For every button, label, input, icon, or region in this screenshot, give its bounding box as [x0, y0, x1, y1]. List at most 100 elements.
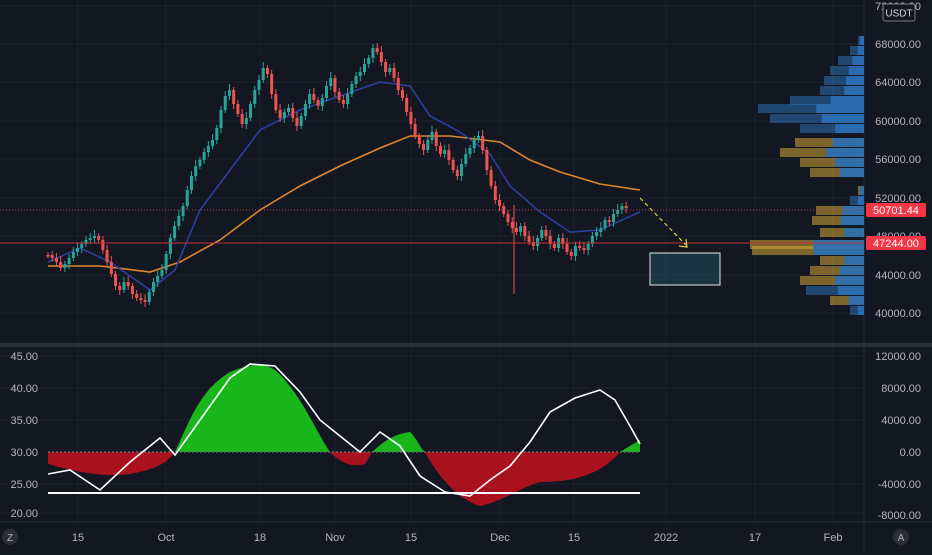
candle-body	[211, 140, 215, 146]
candle-body	[489, 170, 493, 186]
volume-profile-bar-core	[837, 286, 864, 295]
candle-body	[265, 68, 269, 74]
candle-body	[603, 220, 607, 228]
candle-body	[63, 264, 67, 268]
oscillator-right-axis-label: 0.00	[900, 447, 921, 459]
candle-body	[232, 90, 236, 104]
volume-profile-bar-down	[750, 240, 864, 249]
volume-profile-bar-core	[852, 56, 864, 65]
volume-profile-bar-up	[824, 76, 864, 85]
candle-body	[506, 214, 510, 222]
candle-body	[481, 136, 485, 150]
candle-body	[388, 68, 392, 72]
volume-profile-bar-core	[821, 114, 864, 123]
candle-body	[434, 132, 438, 146]
candle-body	[71, 252, 75, 258]
candle-body	[329, 78, 333, 86]
candle-body	[590, 236, 594, 244]
candle-body	[160, 270, 164, 276]
candle-body	[493, 186, 497, 200]
candle-body	[122, 282, 126, 290]
time-axis-label: Nov	[325, 532, 345, 544]
candle-body	[472, 140, 476, 148]
candle-body	[447, 150, 451, 160]
auto-scale-button[interactable]: A	[893, 529, 909, 545]
candle-body	[274, 94, 278, 110]
candle-body	[118, 286, 122, 290]
candle-body	[54, 258, 58, 262]
time-axis-label: 15	[405, 532, 417, 544]
candle-body	[253, 90, 257, 104]
timezone-button-label: Z	[7, 533, 13, 544]
last-price-badge-text: 50701.44	[873, 205, 919, 217]
candle-body	[105, 250, 109, 262]
candle-body	[552, 244, 556, 248]
target-zone-rectangle[interactable]	[649, 252, 721, 286]
candle-body	[514, 228, 518, 232]
ema-fast-line	[47, 81, 641, 291]
volume-profile-bar-core	[848, 296, 864, 305]
candle-body	[354, 76, 358, 84]
candle-body	[578, 246, 582, 248]
currency-button[interactable]: USDT	[882, 3, 916, 22]
candle-body	[536, 238, 540, 246]
time-axis-label: 2022	[654, 532, 678, 544]
volume-profile-bar-up	[838, 56, 864, 65]
oscillator-positive-area	[175, 364, 640, 452]
oscillator-right-axis[interactable]: 12000.00 8000.00 4000.00 0.00 -4000.00 -8000.…	[875, 351, 921, 522]
oscillator-right-axis-label: 12000.00	[875, 351, 921, 363]
volume-profile-bar-core	[826, 148, 864, 157]
candle-body	[244, 118, 248, 124]
pane-separator[interactable]	[0, 343, 932, 347]
candle-body	[287, 108, 291, 112]
price-axis[interactable]: 72000.0068000.0064000.0060000.0056000.00…	[875, 1, 921, 320]
oscillator-negative-area	[48, 452, 620, 506]
time-axis-label: 15	[72, 532, 84, 544]
candle-body	[80, 244, 84, 248]
candle-body	[185, 190, 189, 206]
volume-profile-bar-down	[830, 296, 864, 305]
volume-profile-bar-down	[812, 216, 864, 225]
volume-profile-bar-core	[857, 196, 864, 205]
candle-body	[396, 78, 400, 90]
candle-body	[291, 108, 295, 118]
candle-body	[316, 100, 320, 106]
price-axis-label: 44000.00	[875, 270, 921, 282]
candle-body	[215, 128, 219, 140]
candle-body	[50, 255, 54, 258]
volume-profile-bar-up	[850, 306, 864, 315]
candle-body	[548, 236, 552, 244]
candle-body	[616, 210, 620, 214]
time-axis[interactable]: 15 Oct 18 Nov 15 Dec 15 2022 17 Feb	[72, 532, 843, 544]
candle-body	[261, 68, 265, 80]
candle-body	[130, 286, 134, 294]
volume-profile-bar-up	[790, 96, 864, 105]
candle-body	[413, 124, 417, 136]
candle-body	[485, 150, 489, 170]
timezone-button[interactable]: Z	[2, 529, 18, 545]
candle-body	[156, 276, 160, 282]
candle-body	[346, 94, 350, 104]
volume-profile-bar-up	[770, 114, 864, 123]
candle-body	[109, 262, 113, 274]
oscillator-left-axis-label: 45.00	[10, 351, 38, 363]
candle-body	[164, 254, 168, 270]
candle-body	[417, 136, 421, 144]
candle-body	[523, 226, 527, 236]
volume-profile-bar-core	[812, 240, 864, 249]
candle-body	[143, 300, 147, 302]
grid	[0, 0, 864, 522]
volume-profile-bar-core	[835, 158, 864, 167]
candle-body	[333, 78, 337, 92]
time-axis-label: Feb	[824, 532, 843, 544]
candle-body	[422, 144, 426, 150]
candle-body	[586, 244, 590, 250]
forecast-arrow-head	[678, 238, 688, 248]
ema-slow-line	[48, 135, 641, 273]
candle-body	[464, 154, 468, 164]
candle-body	[451, 160, 455, 170]
forecast-arrow-line[interactable]	[639, 197, 687, 246]
oscillator-right-axis-label: 8000.00	[881, 383, 921, 395]
last-price-badge: 50701.44	[866, 203, 926, 217]
